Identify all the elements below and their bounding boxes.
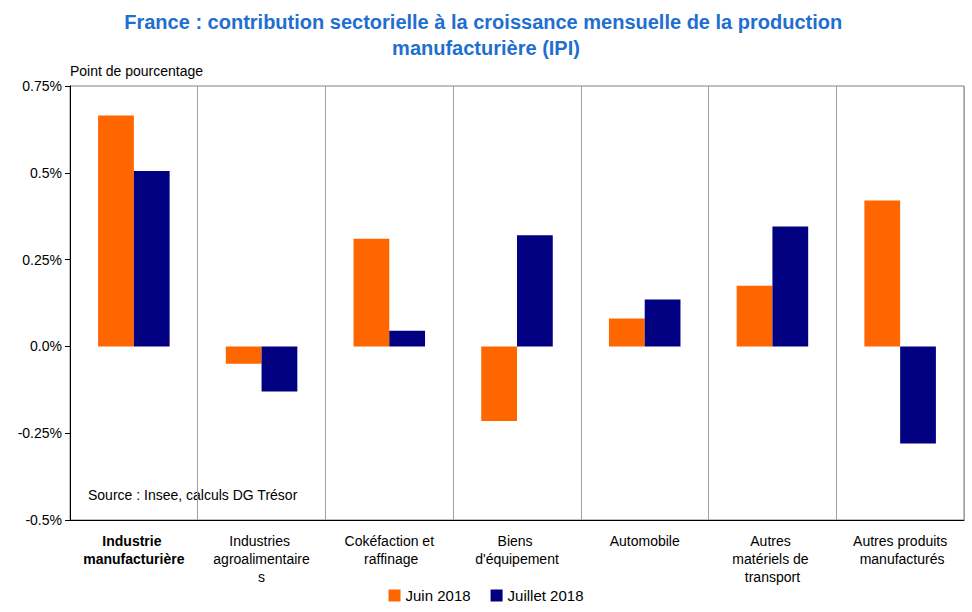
svg-text:Point de pourcentage: Point de pourcentage: [70, 63, 203, 79]
svg-text:manufacturière: manufacturière: [83, 551, 184, 567]
svg-text:Source : Insee, calculs DG Tré: Source : Insee, calculs DG Trésor: [88, 487, 298, 503]
svg-text:-0.5%: -0.5%: [25, 512, 62, 528]
svg-text:Autres produits: Autres produits: [853, 533, 947, 549]
svg-text:Autres: Autres: [750, 533, 794, 549]
svg-text:Juin 2018: Juin 2018: [406, 587, 471, 604]
svg-text:raffinage: raffinage: [360, 551, 418, 567]
svg-text:Juillet 2018: Juillet 2018: [508, 587, 584, 604]
svg-text:manufacturière (IPI): manufacturière (IPI): [392, 37, 580, 59]
svg-text:Biens: Biens: [498, 533, 537, 549]
svg-text:Industrie: Industrie: [102, 533, 165, 549]
svg-text:0.0%: 0.0%: [30, 338, 62, 354]
svg-text:Cokéfaction et: Cokéfaction et: [345, 533, 435, 549]
svg-text:-0.25%: -0.25%: [18, 425, 62, 441]
svg-text:manufacturés: manufacturés: [856, 551, 945, 567]
svg-text:Industries: Industries: [229, 533, 294, 549]
svg-text:France : contribution sectorie: France : contribution sectorielle à la c…: [124, 11, 848, 33]
svg-text:0.25%: 0.25%: [22, 252, 62, 268]
svg-text:d'équipement: d'équipement: [475, 551, 559, 567]
svg-text:s: s: [258, 569, 265, 585]
svg-text:matériels de: matériels de: [732, 551, 812, 567]
svg-text:Automobile: Automobile: [610, 533, 680, 549]
svg-text:0.75%: 0.75%: [22, 78, 62, 94]
svg-text:transport: transport: [745, 569, 800, 585]
svg-text:agroalimentaire: agroalimentaire: [213, 551, 310, 567]
svg-text:0.5%: 0.5%: [30, 165, 62, 181]
